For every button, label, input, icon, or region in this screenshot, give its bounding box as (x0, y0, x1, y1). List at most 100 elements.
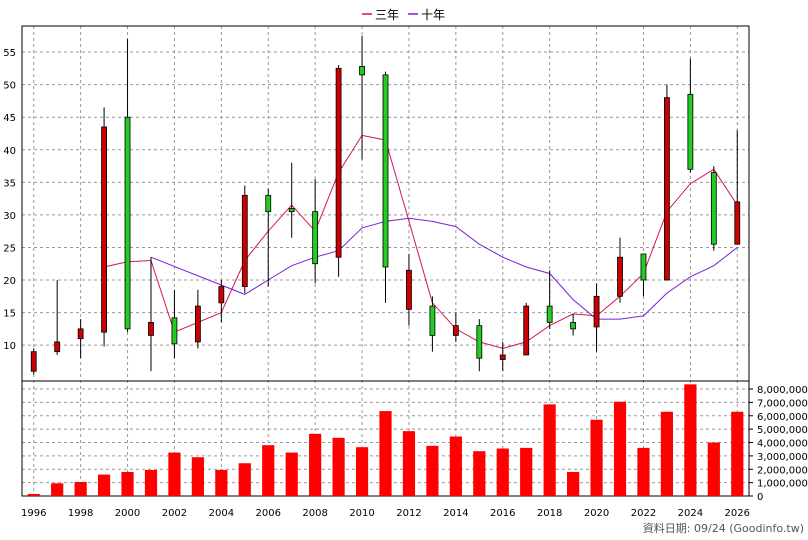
volume-bar (191, 457, 204, 496)
volume-tick-label: 4,000,000 (757, 439, 808, 450)
volume-bar (731, 411, 744, 496)
volume-bar (74, 481, 87, 496)
candle-body (499, 354, 506, 360)
source-note: 資料日期: 09/24 (Goodinfo.tw) (643, 521, 804, 535)
x-tick-label: 2026 (725, 508, 750, 519)
x-tick-label: 2010 (349, 508, 374, 519)
legend-label: 三年 (375, 8, 399, 22)
x-tick-label: 2004 (209, 508, 234, 519)
legend: 三年 十年 (362, 8, 445, 22)
x-tick-label: 2016 (490, 508, 515, 519)
candle-body (452, 325, 459, 336)
price-tick-label: 30 (3, 211, 16, 222)
x-tick-label: 1996 (21, 508, 46, 519)
candle-body (171, 317, 178, 345)
price-tick-label: 40 (3, 146, 16, 157)
volume-bar (332, 437, 345, 496)
volume-bar (144, 469, 158, 496)
volume-bar (567, 471, 580, 496)
volume-tick-label: 8,000,000 (757, 385, 808, 396)
candle-body (617, 256, 623, 297)
candle-body (382, 74, 389, 268)
volume-bars (27, 384, 744, 496)
volume-bar (684, 384, 697, 496)
candle-body (429, 305, 436, 336)
candle-body (265, 194, 272, 213)
volume-bar (520, 447, 533, 496)
x-tick-label: 2006 (256, 508, 281, 519)
x-tick-label: 2008 (302, 508, 327, 519)
candle-body (406, 269, 412, 310)
candle-body (359, 65, 365, 76)
x-tick-label: 2020 (584, 508, 609, 519)
volume-bar (496, 448, 509, 496)
x-tick-label: 2002 (162, 508, 187, 519)
price-tick-label: 35 (3, 178, 16, 189)
volume-tick-label: 3,000,000 (757, 452, 808, 463)
volume-bar (97, 474, 111, 496)
volume-tick-label: 5,000,000 (757, 425, 808, 436)
candle-body (710, 172, 717, 245)
volume-bar (238, 463, 251, 496)
volume-bar (215, 469, 228, 496)
volume-bar (355, 447, 369, 496)
volume-bar (262, 445, 275, 496)
candlesticks (30, 35, 741, 375)
candle-body (77, 328, 84, 340)
candle-body (194, 305, 201, 343)
volume-bar (637, 447, 650, 496)
volume-tick-label: 7,000,000 (757, 398, 808, 409)
x-tick-label: 2000 (115, 508, 140, 519)
tick-labels: 1996 1998 2000 2002 2004 2006 2008 2010 2012 2014… (3, 48, 808, 519)
candle-body (546, 305, 553, 323)
volume-bar (426, 445, 439, 496)
volume-bar (121, 471, 134, 496)
ma-line-10yr (150, 217, 738, 320)
candle-body (288, 207, 295, 213)
volume-bar (27, 493, 40, 496)
candle-body (148, 321, 154, 336)
volume-tick-label: 6,000,000 (757, 412, 808, 423)
candle-body (570, 321, 577, 330)
volume-bar (473, 451, 486, 496)
volume-bar (449, 436, 462, 496)
volume-bar (613, 401, 627, 496)
candle-body (593, 295, 600, 328)
candle-body (54, 341, 61, 353)
moving-average-lines (103, 134, 738, 349)
volume-bar (309, 433, 322, 496)
volume-bar (168, 452, 181, 496)
volume-bar (590, 419, 603, 496)
price-tick-label: 10 (3, 341, 16, 352)
x-tick-label: 2018 (537, 508, 562, 519)
candle-body (241, 194, 248, 287)
candle-body (218, 286, 225, 304)
candle-body (312, 211, 319, 265)
volume-bar (51, 483, 64, 496)
volume-tick-label: 0 (757, 492, 763, 503)
volume-bar (660, 411, 674, 496)
candle-body (640, 253, 647, 281)
candle-body (734, 201, 741, 245)
volume-bar (543, 404, 556, 496)
x-tick-label: 2024 (678, 508, 703, 519)
volume-bar (379, 411, 392, 496)
price-tick-label: 50 (3, 81, 16, 92)
volume-bar (402, 431, 416, 496)
candle-body (335, 67, 342, 258)
candle-body (476, 325, 483, 359)
volume-bar (707, 442, 720, 496)
candle-body (30, 351, 37, 372)
volume-bar (285, 452, 298, 496)
price-tick-label: 15 (3, 309, 16, 320)
price-tick-label: 25 (3, 243, 16, 254)
x-tick-label: 2022 (631, 508, 656, 519)
x-tick-label: 2012 (396, 508, 421, 519)
ma-line-3yr (103, 134, 738, 349)
x-tick-label: 2014 (443, 508, 468, 519)
volume-tick-label: 2,000,000 (757, 465, 808, 476)
x-tick-label: 1998 (68, 508, 93, 519)
price-tick-label: 45 (3, 113, 16, 124)
